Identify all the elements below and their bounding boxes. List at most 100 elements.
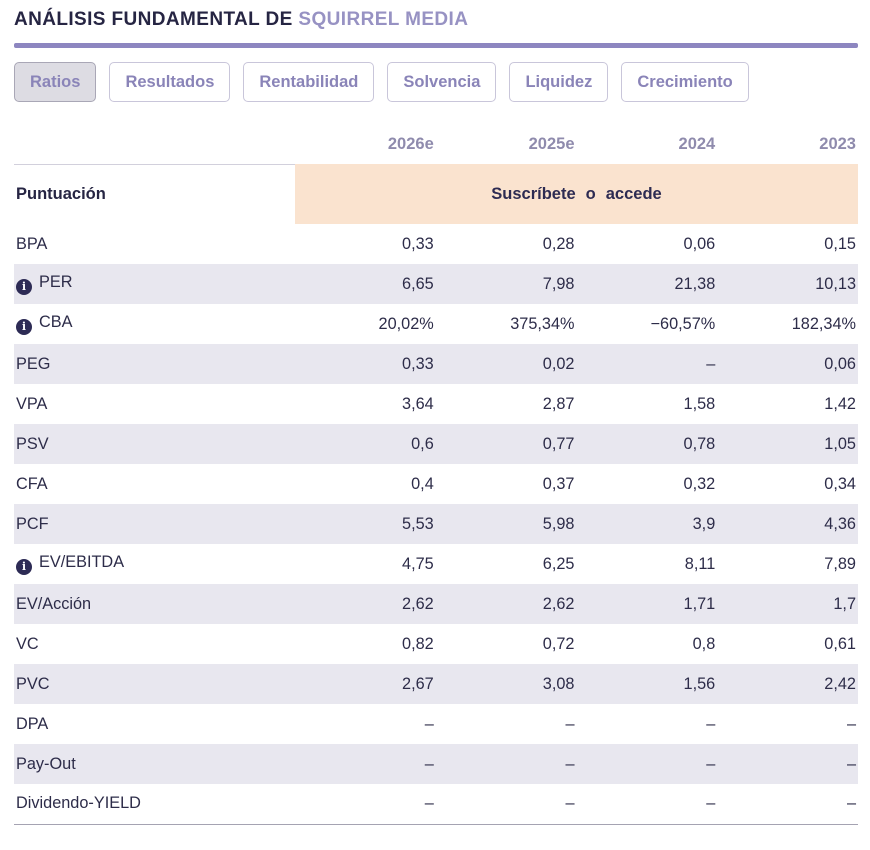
cell-value: –	[706, 794, 716, 813]
cell-value: –	[706, 714, 716, 733]
cell-value: 6,25	[542, 554, 575, 573]
row-label-cell: Pay-Out	[14, 744, 295, 784]
cell-value: 0,82	[402, 634, 434, 653]
cell-value: 1,42	[824, 394, 856, 413]
row-label-cell: PEG	[14, 344, 295, 384]
ratios-table: 2026e 2025e 2024 2023 Puntuación Suscríbete…	[14, 124, 858, 825]
title-divider	[14, 43, 858, 48]
score-row-label: Puntuación	[14, 163, 295, 224]
table-body: Puntuación Suscríbete o accede BPA 0,33 0,28…	[14, 163, 858, 824]
table-row: PEG 0,33 0,02–0,06	[14, 344, 858, 384]
metric-column-header	[14, 124, 295, 164]
cell-value: 0,28	[542, 234, 575, 253]
row-label-cell: EV/Acción	[14, 584, 295, 624]
cell-value: 0,15	[824, 234, 856, 253]
table-row: DPA – – – –	[14, 704, 858, 744]
row-label: PSV	[16, 434, 49, 453]
tab-resultados[interactable]: Resultados	[109, 62, 231, 102]
cell-value: 3,64	[402, 394, 434, 413]
table-row: BPA 0,33 0,28 0,06 0,15	[14, 224, 858, 264]
table-row: i EV/EBITDA 4,75 6,25 8,11 7,89	[14, 544, 858, 584]
cell-value: 0,72	[542, 634, 575, 653]
row-label: Dividendo-YIELD	[16, 794, 141, 813]
table-row: VPA 3,64 2,87 1,58 1,42	[14, 384, 858, 424]
cell-value: –	[435, 744, 577, 784]
row-label-cell: CFA	[14, 464, 295, 504]
subscribe-or-text: o	[585, 184, 596, 203]
row-label-cell: i EV/EBITDA	[14, 544, 295, 584]
cell-value: 0,06	[683, 234, 716, 253]
table-row: PSV 0,6 0,77 0,78 1,05	[14, 424, 858, 464]
cell-value: 4,36	[717, 504, 858, 544]
row-label-cell: VPA	[14, 384, 295, 424]
row-label: Pay-Out	[16, 754, 76, 773]
cell-value: 2,87	[542, 394, 575, 413]
row-label: DPA	[16, 714, 49, 733]
cell-value: 20,02%	[378, 314, 434, 333]
cell-value: 0,06	[717, 344, 858, 384]
table-row: EV/Acción 2,62 2,62 1,71 1,7	[14, 584, 858, 624]
cell-value: 1,56	[576, 664, 718, 704]
cell-value: 2,62	[295, 584, 436, 624]
row-label-cell: Dividendo-YIELD	[14, 784, 295, 824]
cell-value: –	[846, 714, 856, 733]
cell-value: 5,98	[435, 504, 577, 544]
cell-value: 1,71	[576, 584, 718, 624]
tab-rentabilidad[interactable]: Rentabilidad	[243, 62, 375, 102]
cell-value: 182,34%	[791, 314, 856, 333]
cell-value: –	[576, 744, 718, 784]
year-header-row: 2026e 2025e 2024 2023	[14, 124, 858, 164]
cell-value: 5,53	[295, 504, 436, 544]
row-label: BPA	[16, 234, 48, 253]
table-row: PVC 2,67 3,08 1,56 2,42	[14, 664, 858, 704]
row-label-cell: i CBA	[14, 304, 295, 344]
info-icon[interactable]: i	[16, 558, 32, 575]
info-icon[interactable]: i	[16, 278, 32, 295]
table-row: VC 0,82 0,72 0,8 0,61	[14, 624, 858, 664]
tab-crecimiento[interactable]: Crecimiento	[621, 62, 749, 102]
cell-value: 10,13	[717, 264, 858, 304]
cell-value: –	[576, 344, 718, 384]
info-icon[interactable]: i	[16, 318, 32, 335]
cell-value: 0,33	[402, 234, 434, 253]
row-label: EV/Acción	[16, 594, 92, 613]
cell-value: 3,08	[435, 664, 577, 704]
score-row: Puntuación Suscríbete o accede	[14, 163, 858, 224]
row-label: CFA	[16, 474, 48, 493]
cell-value: –	[424, 714, 434, 733]
cell-value: –	[846, 794, 856, 813]
cell-value: 7,89	[824, 554, 856, 573]
cell-value: 0,77	[435, 424, 577, 464]
table-row: CFA 0,4 0,37 0,32 0,34	[14, 464, 858, 504]
cell-value: 0,32	[683, 474, 716, 493]
row-label: VPA	[16, 394, 48, 413]
year-header-2023: 2023	[819, 134, 856, 153]
year-header-2026e: 2026e	[387, 134, 434, 153]
cell-value: 4,75	[402, 554, 434, 573]
table-row: i PER 6,65 7,98 21,38 10,13	[14, 264, 858, 304]
cell-value: 2,62	[435, 584, 577, 624]
row-label-cell: VC	[14, 624, 295, 664]
cell-value: 0,37	[542, 474, 575, 493]
year-header-2025e: 2025e	[528, 134, 575, 153]
cell-value: −60,57%	[650, 314, 716, 333]
cell-value: –	[717, 744, 858, 784]
subscribe-link[interactable]: Suscríbete	[491, 184, 576, 203]
cell-value: –	[295, 744, 436, 784]
cell-value: 21,38	[576, 264, 718, 304]
cell-value: 0,4	[411, 474, 434, 493]
table-header: 2026e 2025e 2024 2023	[14, 124, 858, 164]
row-label: VC	[16, 634, 39, 653]
year-header-2024: 2024	[678, 134, 716, 153]
cell-value: 0,78	[576, 424, 718, 464]
tab-bar: Ratios Resultados Rentabilidad Solvencia Liq…	[14, 62, 858, 102]
access-link[interactable]: accede	[605, 184, 662, 203]
tab-solvencia[interactable]: Solvencia	[387, 62, 497, 102]
tab-liquidez[interactable]: Liquidez	[509, 62, 609, 102]
row-label-cell: PSV	[14, 424, 295, 464]
page-title: ANÁLISIS FUNDAMENTAL DE SQUIRREL MEDIA	[14, 8, 858, 32]
row-label: PCF	[16, 514, 49, 533]
cell-value: 7,98	[435, 264, 577, 304]
tab-ratios[interactable]: Ratios	[14, 62, 97, 102]
row-label-cell: DPA	[14, 704, 295, 744]
